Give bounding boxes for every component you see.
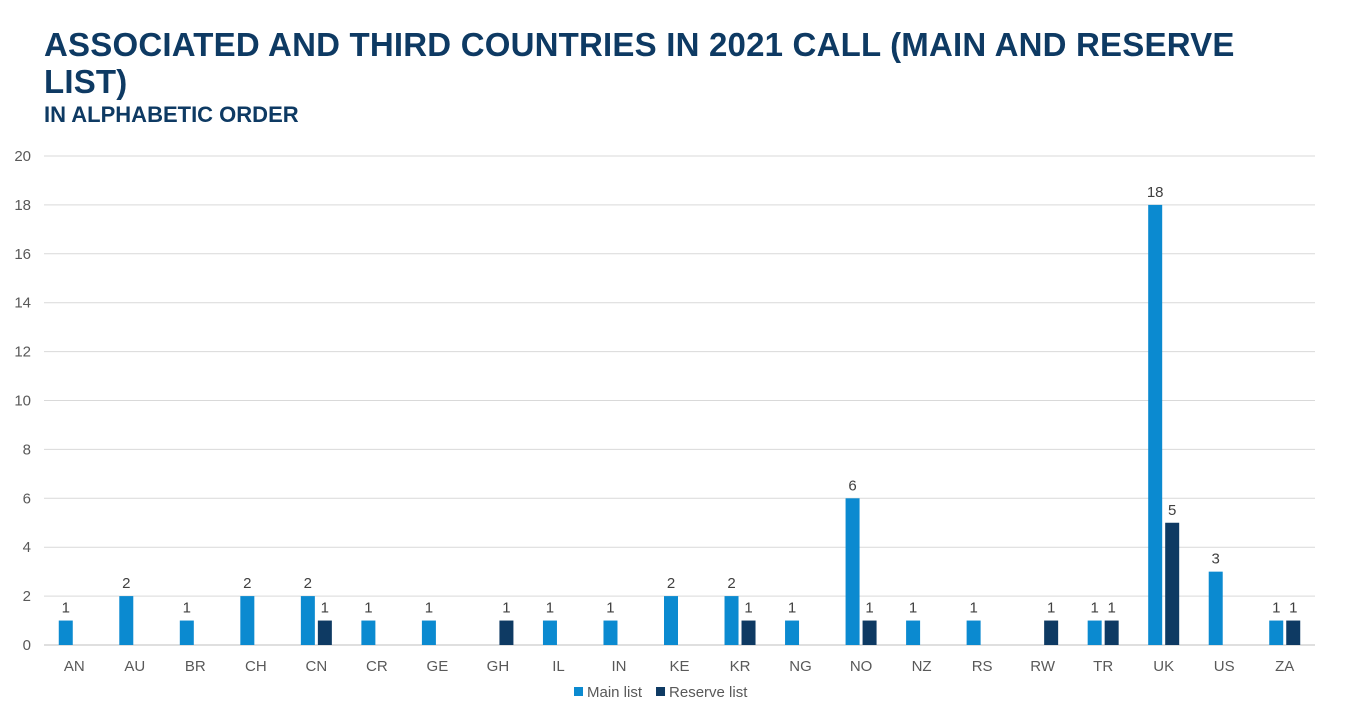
data-label: 1 (546, 600, 554, 617)
x-tick-label: IN (611, 658, 626, 675)
data-label: 1 (969, 600, 977, 617)
main-list-bar (300, 596, 315, 645)
data-label: 18 (1147, 184, 1164, 201)
y-tick-label: 20 (14, 148, 31, 165)
data-label: 2 (122, 575, 130, 592)
x-axis: AN AU BR CH CN CR GE GH IL IN KE KR NG NO NZ RS RW TR UK US… (64, 658, 1294, 675)
reserve-list-bar (741, 620, 756, 645)
reserve-list-bar (1104, 620, 1119, 645)
x-tick-label: UK (1153, 658, 1174, 675)
data-label: 6 (848, 477, 856, 494)
x-tick-label: CR (366, 658, 388, 675)
data-label: 1 (425, 600, 433, 617)
data-label: 1 (1107, 600, 1115, 617)
legend: Main list Reserve list (574, 684, 748, 701)
data-label: 1 (183, 600, 191, 617)
data-label: 1 (606, 600, 614, 617)
legend-label-main: Main list (587, 684, 643, 701)
x-tick-label: US (1214, 658, 1235, 675)
x-tick-label: TR (1093, 658, 1113, 675)
reserve-list-bar (1044, 620, 1059, 645)
x-tick-label: AN (64, 658, 85, 675)
legend-swatch-reserve (656, 687, 666, 696)
reserve-list-bar (317, 620, 332, 645)
x-tick-label: RS (972, 658, 993, 675)
bars (58, 204, 1301, 645)
y-tick-label: 12 (14, 344, 31, 361)
main-list-bar (1208, 571, 1223, 645)
y-tick-label: 2 (23, 588, 31, 605)
data-label: 2 (727, 575, 735, 592)
reserve-list-bar (1286, 620, 1301, 645)
data-label: 1 (62, 600, 70, 617)
y-tick-label: 10 (14, 393, 31, 410)
main-list-bar (421, 620, 436, 645)
legend-swatch-main (574, 687, 583, 696)
main-list-bar (58, 620, 73, 645)
main-list-bar (1148, 204, 1163, 645)
chart-subtitle: IN ALPHABETIC ORDER (44, 102, 299, 127)
data-label: 1 (502, 600, 510, 617)
x-tick-label: KR (730, 658, 751, 675)
main-list-bar (179, 620, 194, 645)
x-tick-label: CN (306, 658, 328, 675)
x-tick-label: GH (487, 658, 510, 675)
y-tick-label: 0 (23, 637, 31, 654)
data-label: 1 (744, 600, 752, 617)
data-label: 1 (865, 600, 873, 617)
x-tick-label: AU (124, 658, 145, 675)
x-tick-label: IL (552, 658, 565, 675)
legend-label-reserve: Reserve list (669, 684, 748, 701)
reserve-list-bar (499, 620, 514, 645)
main-list-bar (966, 620, 981, 645)
data-label: 2 (667, 575, 675, 592)
x-tick-label: KE (669, 658, 689, 675)
data-label: 2 (304, 575, 312, 592)
data-label: 1 (788, 600, 796, 617)
main-list-bar (240, 596, 255, 645)
main-list-bar (542, 620, 557, 645)
main-list-bar (906, 620, 921, 645)
x-tick-label: NO (850, 658, 873, 675)
y-tick-label: 4 (23, 539, 31, 556)
x-tick-label: ZA (1275, 658, 1294, 675)
main-list-bar (664, 596, 678, 645)
data-label: 1 (1090, 600, 1098, 617)
main-list-bar (119, 596, 134, 645)
data-label: 1 (1289, 600, 1297, 617)
main-list-bar (603, 620, 618, 645)
main-list-bar (1269, 620, 1284, 645)
data-label: 1 (909, 600, 917, 617)
main-list-bar (361, 620, 376, 645)
data-label: 1 (364, 600, 372, 617)
chart-title: ASSOCIATED AND THIRD COUNTRIES IN 2021 C… (44, 26, 1235, 100)
y-tick-label: 8 (23, 441, 31, 458)
x-tick-label: NZ (912, 658, 932, 675)
main-list-bar (785, 620, 800, 645)
data-label: 1 (321, 600, 329, 617)
data-label: 5 (1168, 502, 1176, 519)
data-label: 2 (243, 575, 251, 592)
gridlines (44, 155, 1315, 646)
data-label: 1 (1047, 600, 1055, 617)
main-list-bar (845, 498, 860, 645)
reserve-list-bar (1165, 522, 1180, 645)
y-tick-label: 18 (14, 197, 31, 214)
y-tick-label: 16 (14, 246, 31, 263)
x-tick-label: RW (1030, 658, 1056, 675)
x-tick-label: BR (185, 658, 206, 675)
main-list-bar (1087, 620, 1102, 645)
y-tick-label: 14 (14, 295, 31, 312)
data-label: 1 (1272, 600, 1280, 617)
y-axis: 0 2 4 6 8 10 12 14 16 18 20 (14, 148, 31, 654)
data-label: 3 (1212, 551, 1220, 568)
reserve-list-bar (862, 620, 877, 645)
x-tick-label: GE (427, 658, 449, 675)
y-tick-label: 6 (23, 490, 31, 507)
x-tick-label: CH (245, 658, 267, 675)
main-list-bar (724, 596, 739, 645)
x-tick-label: NG (789, 658, 812, 675)
